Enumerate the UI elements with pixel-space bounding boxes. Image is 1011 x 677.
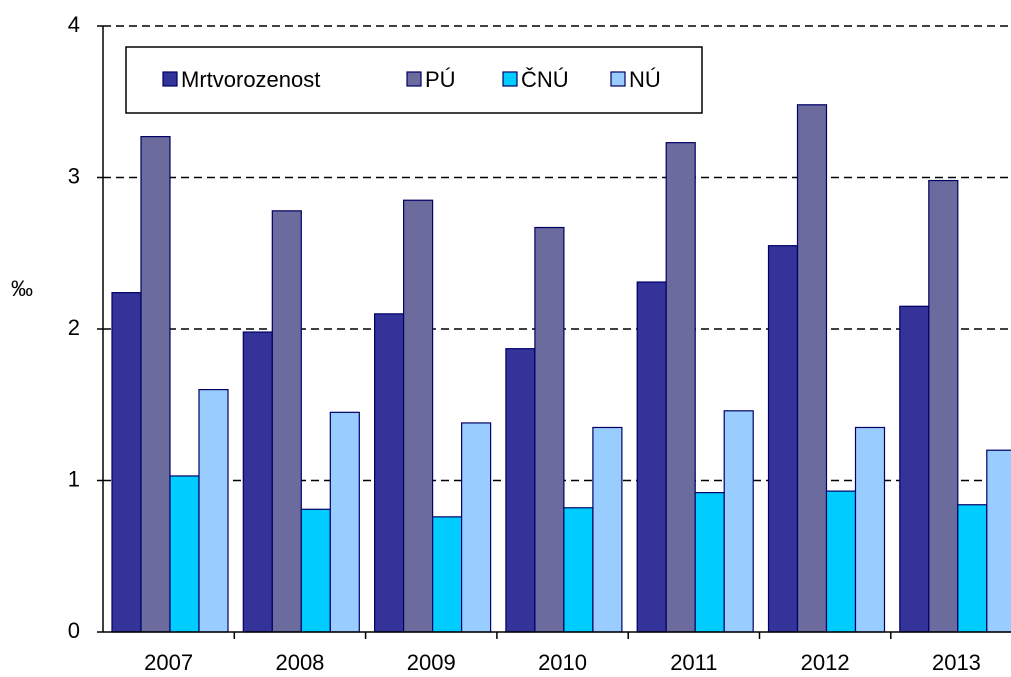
bar xyxy=(505,348,536,633)
bar xyxy=(374,313,405,633)
legend-label: Mrtvorozenost xyxy=(181,67,320,92)
x-tick-label: 2007 xyxy=(144,650,193,675)
legend-label: PÚ xyxy=(425,67,456,92)
bar xyxy=(534,226,565,633)
bar xyxy=(111,292,142,633)
bar xyxy=(796,104,828,633)
bar xyxy=(854,426,886,633)
bar xyxy=(957,504,988,633)
legend-swatch xyxy=(162,71,178,87)
y-tick-label: 2 xyxy=(68,315,80,340)
y-tick-label: 1 xyxy=(68,466,80,491)
bar xyxy=(899,305,930,633)
legend-label: NÚ xyxy=(629,67,661,92)
bar xyxy=(563,507,594,633)
y-tick-label: 4 xyxy=(68,12,80,37)
bar xyxy=(432,516,463,633)
bar xyxy=(767,245,799,633)
y-tick-label: 3 xyxy=(68,163,80,188)
x-tick-label: 2008 xyxy=(275,650,324,675)
legend-swatch xyxy=(610,71,626,87)
bar xyxy=(271,210,302,633)
x-tick-label: 2012 xyxy=(801,650,850,675)
bar xyxy=(300,508,331,633)
bar xyxy=(592,426,623,633)
bar xyxy=(242,331,273,633)
y-tick-label: 0 xyxy=(68,618,80,643)
bar xyxy=(169,475,200,633)
x-tick-label: 2010 xyxy=(538,650,587,675)
x-tick-label: 2009 xyxy=(407,650,456,675)
bar xyxy=(198,389,229,633)
bar xyxy=(694,492,725,633)
bar xyxy=(723,410,754,633)
bar xyxy=(928,179,959,633)
legend-label: ČNÚ xyxy=(521,67,569,92)
x-tick-label: 2011 xyxy=(670,650,717,675)
bar xyxy=(986,449,1011,633)
legend-swatch xyxy=(406,71,422,87)
x-tick-label: 2013 xyxy=(932,650,981,675)
legend-swatch xyxy=(502,71,518,87)
bar xyxy=(461,422,492,633)
bar xyxy=(403,199,434,633)
bar xyxy=(329,411,360,633)
bar xyxy=(665,142,696,633)
bar xyxy=(825,490,857,633)
bar xyxy=(636,281,667,633)
bar xyxy=(140,135,171,633)
y-axis-label: ‰ xyxy=(11,276,33,301)
